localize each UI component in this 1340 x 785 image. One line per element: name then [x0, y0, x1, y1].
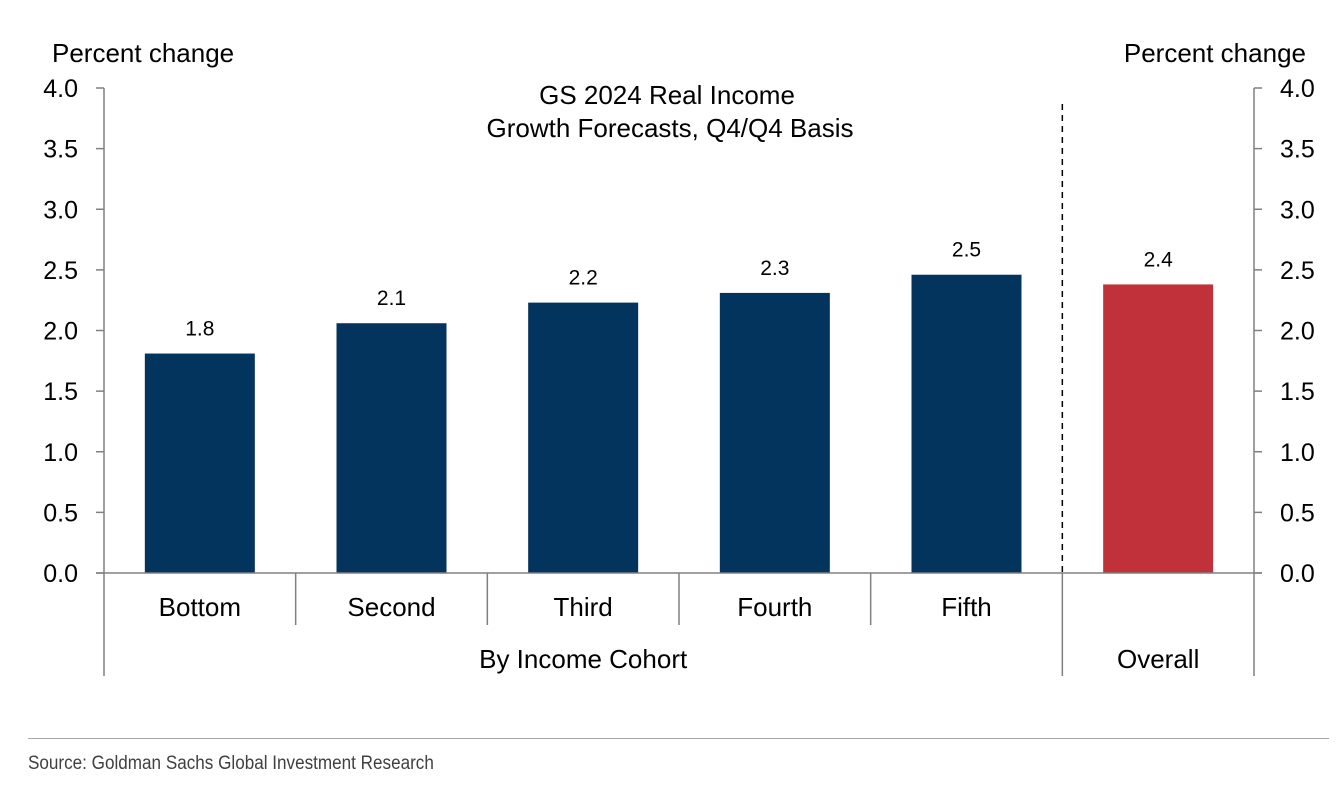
chart-title-line-1: GS 2024 Real Income	[539, 80, 795, 110]
y-tick-label-right: 2.0	[1280, 318, 1315, 346]
y-tick-label-left: 3.5	[43, 136, 78, 164]
bar-overall	[1103, 284, 1214, 573]
y-axis-label-right: Percent change	[1124, 38, 1306, 68]
y-tick-label-right: 3.0	[1280, 196, 1315, 224]
category-label: Third	[554, 592, 613, 622]
bar-second	[336, 323, 447, 573]
group-label: By Income Cohort	[479, 644, 688, 674]
y-axis-label-left: Percent change	[52, 38, 234, 68]
value-label: 2.4	[1144, 248, 1174, 271]
value-label: 2.1	[377, 287, 406, 310]
value-label: 1.8	[185, 318, 214, 341]
category-label: Fourth	[737, 592, 812, 622]
bar-fourth	[719, 292, 830, 573]
category-label: Fifth	[941, 592, 992, 622]
bar-series	[144, 274, 1214, 573]
y-tick-label-left: 2.5	[43, 257, 78, 285]
category-label: Bottom	[159, 592, 241, 622]
value-label: 2.3	[760, 257, 789, 280]
bar-fifth	[911, 274, 1022, 573]
value-label: 2.2	[569, 267, 598, 290]
group-label: Overall	[1117, 644, 1199, 674]
y-tick-label-right: 1.5	[1280, 378, 1315, 406]
y-axis-right: 0.0 0.5 1.0 1.5 2.0 2.5 3.0 3.5 4.0	[1253, 75, 1315, 588]
source-divider	[28, 738, 1329, 739]
y-tick-label-right: 3.5	[1280, 136, 1315, 164]
bar-bottom	[144, 353, 255, 573]
y-tick-label-left: 0.0	[43, 560, 78, 588]
y-axis-left: 0.0 0.5 1.0 1.5 2.0 2.5 3.0 3.5 4.0	[43, 75, 105, 588]
bar-third	[528, 302, 639, 573]
y-tick-label-right: 4.0	[1280, 75, 1315, 103]
y-tick-label-left: 1.0	[43, 439, 78, 467]
y-tick-label-right: 0.0	[1280, 560, 1315, 588]
y-tick-label-left: 0.5	[43, 499, 78, 527]
x-axis: Bottom Second Third Fourth Fifth By Income Co…	[96, 104, 1262, 676]
source-note: Source: Goldman Sachs Global Investment …	[28, 753, 434, 774]
category-label: Second	[347, 592, 435, 622]
value-labels: 1.8 2.1 2.2 2.3 2.5 2.4	[185, 239, 1173, 341]
y-tick-label-left: 4.0	[43, 75, 78, 103]
y-tick-label-right: 2.5	[1280, 257, 1315, 285]
y-tick-label-right: 0.5	[1280, 499, 1315, 527]
y-tick-label-right: 1.0	[1280, 439, 1315, 467]
value-label: 2.5	[952, 239, 981, 262]
y-tick-label-left: 3.0	[43, 196, 78, 224]
y-tick-label-left: 2.0	[43, 318, 78, 346]
chart-title-line-2: Growth Forecasts, Q4/Q4 Basis	[486, 113, 853, 143]
y-tick-label-left: 1.5	[43, 378, 78, 406]
